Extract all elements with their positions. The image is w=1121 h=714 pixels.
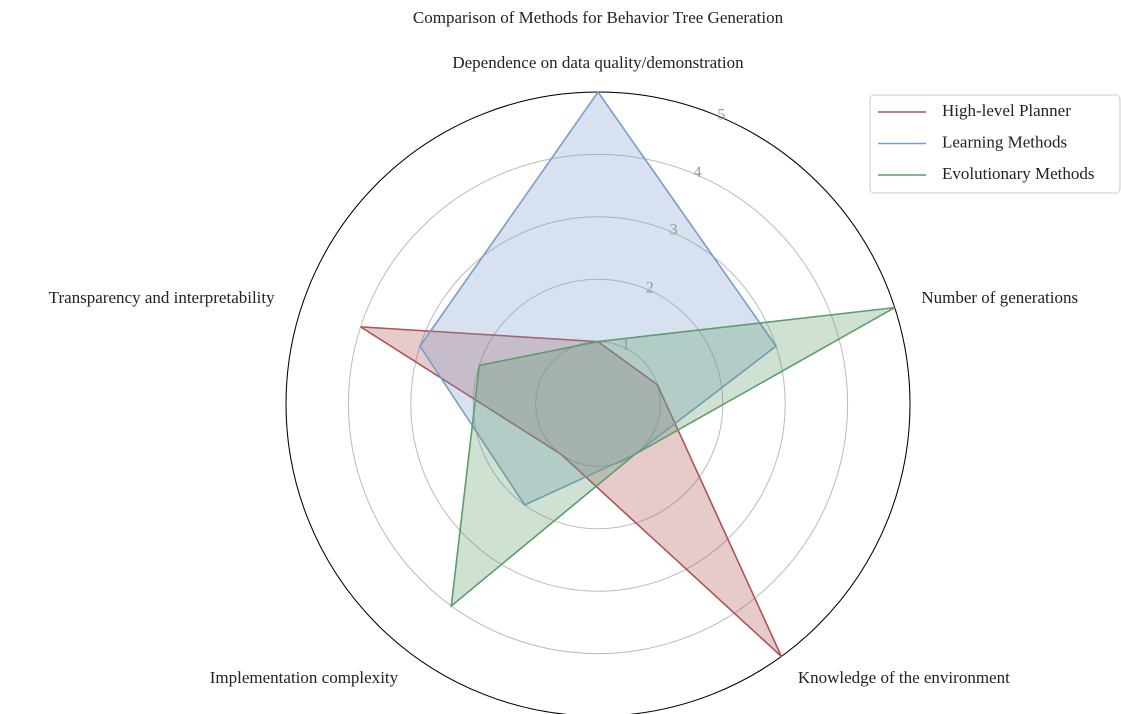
axis-label: Implementation complexity: [210, 668, 399, 687]
legend-box: [869, 94, 1121, 194]
axis-label: Dependence on data quality/demonstration: [452, 53, 744, 72]
series-area: [418, 90, 778, 506]
r-tick-label: 1: [622, 337, 630, 354]
r-tick-label: 5: [717, 106, 725, 123]
grid-ring: [410, 216, 786, 592]
series-area: [360, 326, 783, 658]
r-tick-label: 2: [646, 279, 654, 296]
r-tick-label: 4: [694, 164, 702, 181]
r-tick-label: 3: [670, 222, 678, 239]
axis-label: Number of generations: [921, 288, 1078, 307]
axis-label: Transparency and interpretability: [49, 288, 275, 307]
legend-label: Evolutionary Methods: [942, 164, 1095, 183]
grid-ring: [347, 153, 849, 655]
chart-title: Comparison of Methods for Behavior Tree …: [413, 8, 784, 27]
axis-label: Knowledge of the environment: [798, 668, 1010, 687]
legend-label: High-level Planner: [942, 101, 1071, 120]
legend-label: Learning Methods: [942, 132, 1067, 151]
series-area: [450, 306, 896, 608]
